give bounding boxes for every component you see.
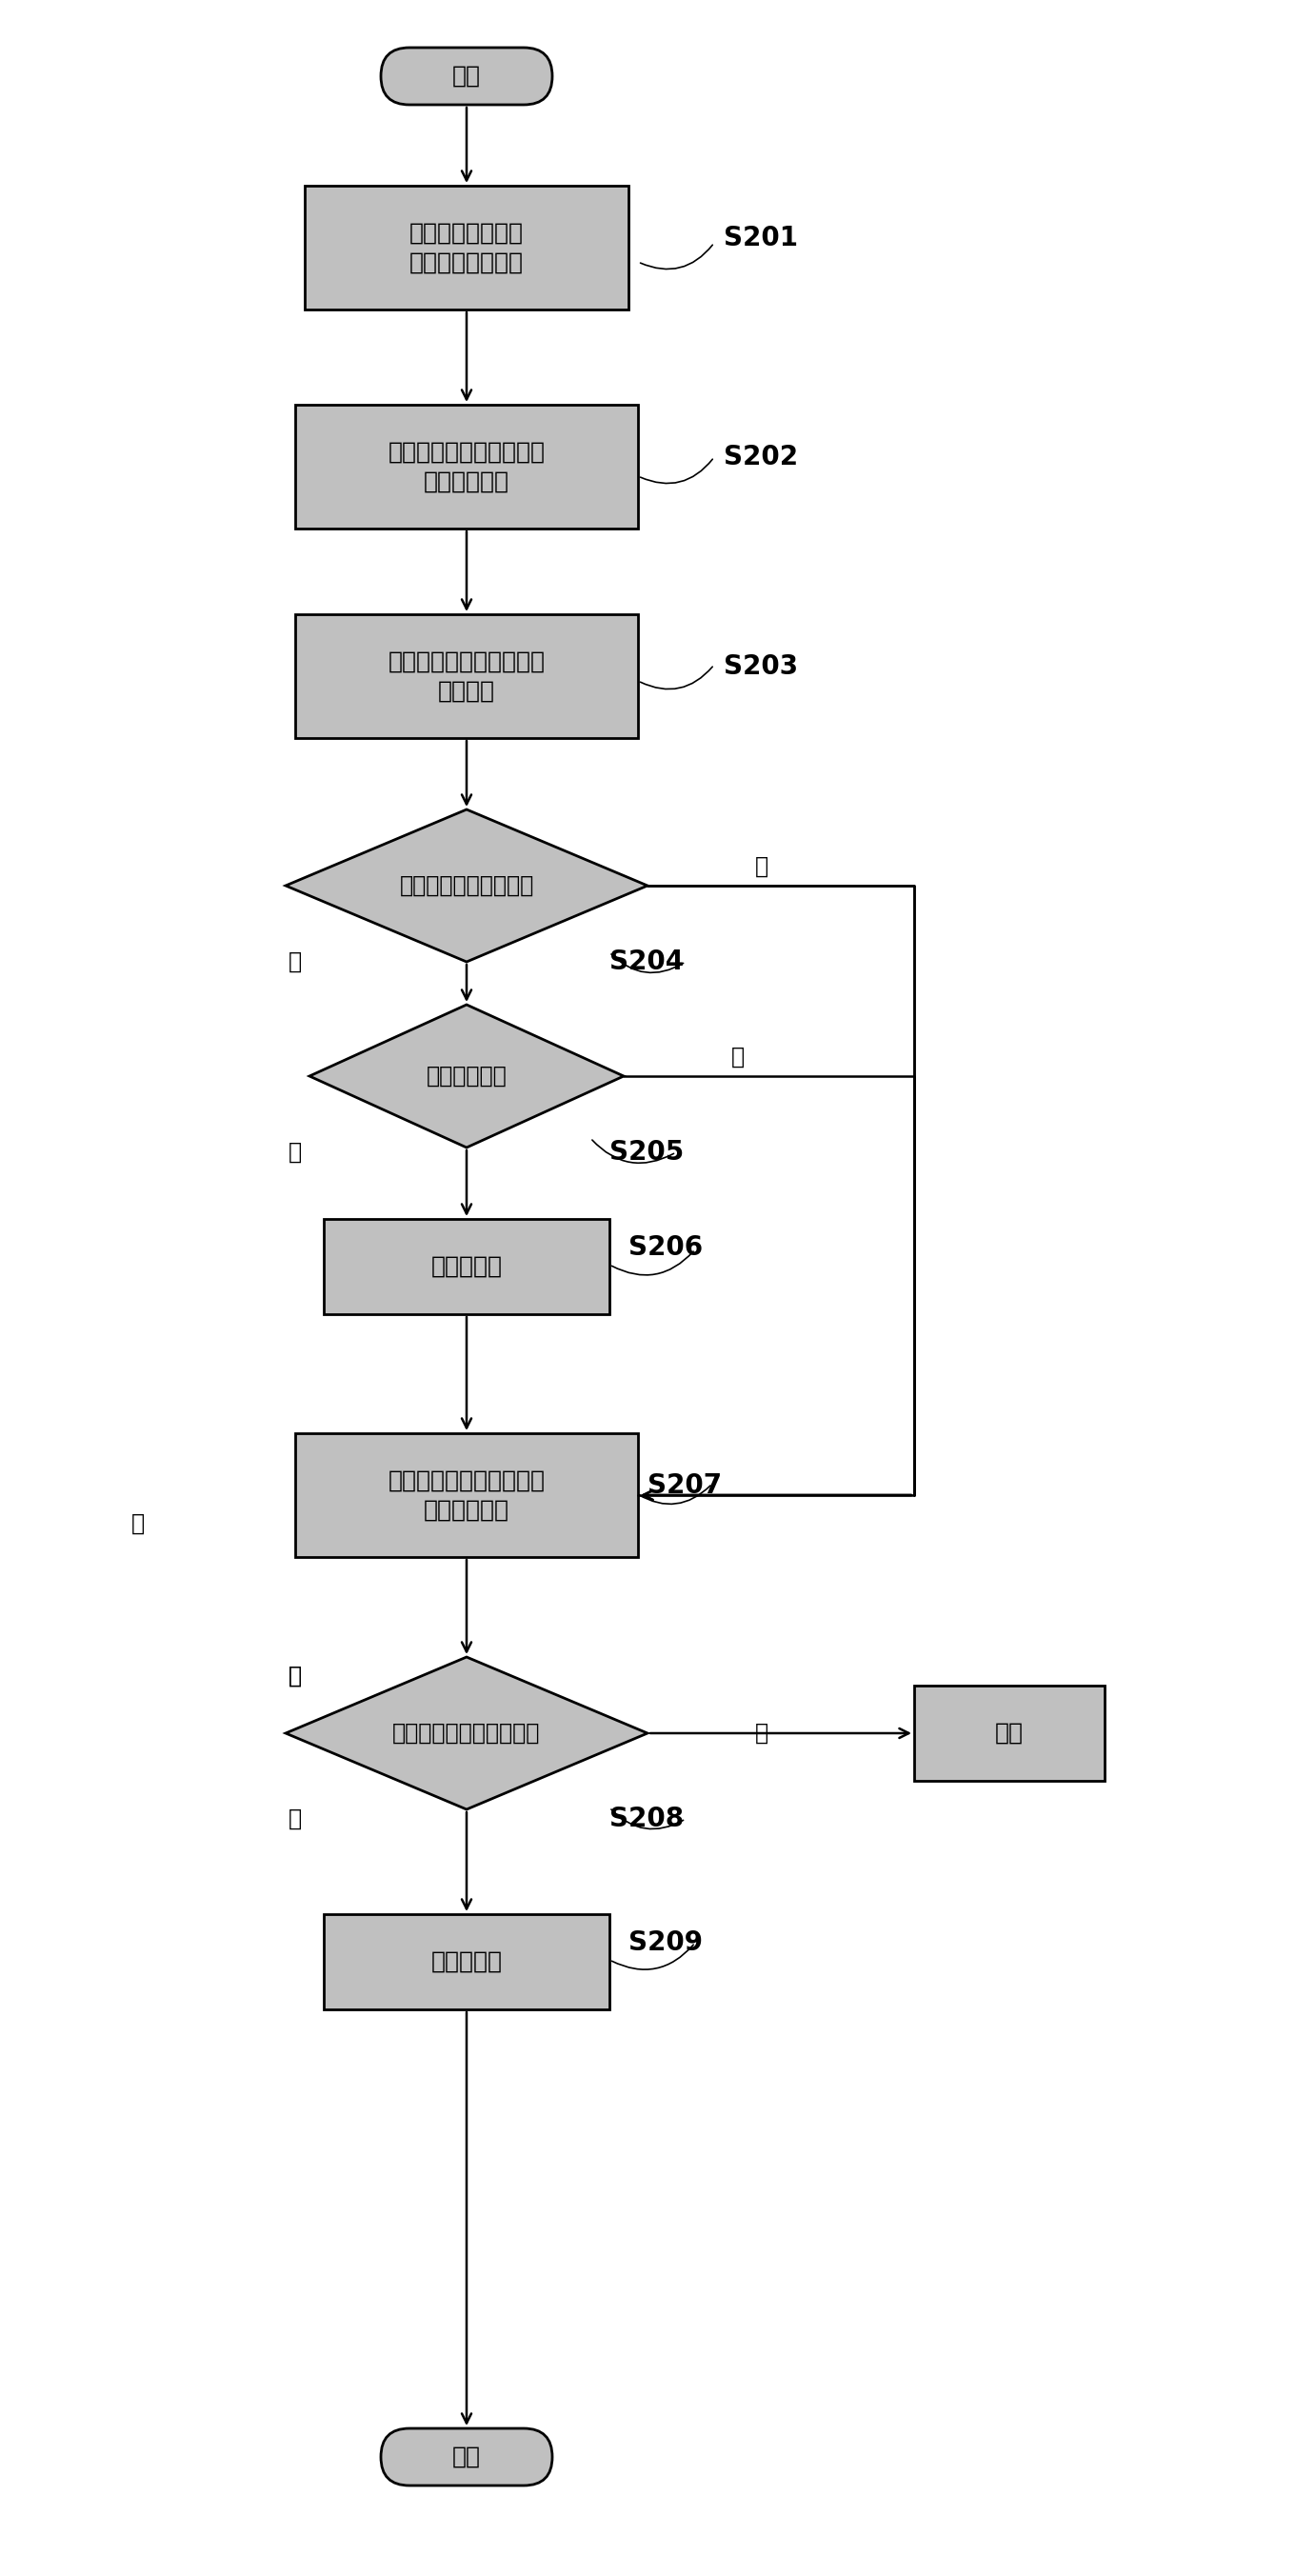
FancyBboxPatch shape: [323, 1914, 609, 2009]
Text: 源节点标识字段与本节点
标识字段重复: 源节点标识字段与本节点 标识字段重复: [388, 1468, 546, 1522]
FancyBboxPatch shape: [381, 46, 552, 106]
Text: 每个节点将数据包转发给
其他邻居节点: 每个节点将数据包转发给 其他邻居节点: [388, 440, 546, 492]
Text: 大: 大: [288, 1808, 302, 1832]
Text: 比较数据包中评价函数値: 比较数据包中评价函数値: [393, 1721, 540, 1744]
FancyBboxPatch shape: [323, 1218, 609, 1314]
Text: 是: 是: [288, 1664, 302, 1687]
Text: S202: S202: [723, 443, 798, 471]
Text: 否: 否: [755, 855, 768, 878]
Text: 放弃: 放弃: [995, 1721, 1023, 1744]
Text: S207: S207: [647, 1473, 722, 1499]
Text: 是: 是: [288, 951, 302, 974]
Text: 更新数据包: 更新数据包: [431, 1255, 502, 1278]
Polygon shape: [285, 1656, 647, 1808]
FancyBboxPatch shape: [295, 613, 638, 739]
Text: 大: 大: [288, 1141, 302, 1164]
Text: S201: S201: [723, 224, 798, 252]
Text: 结束: 结束: [452, 2445, 481, 2468]
Text: 否: 否: [132, 1512, 145, 1535]
Text: 每个节点读取新数据包源
节点信息: 每个节点读取新数据包源 节点信息: [388, 649, 546, 703]
Text: S208: S208: [609, 1806, 684, 1832]
Text: S206: S206: [629, 1234, 702, 1260]
FancyBboxPatch shape: [381, 2429, 552, 2486]
Polygon shape: [309, 1005, 623, 1146]
Text: 是否存在吸合数据条目: 是否存在吸合数据条目: [400, 873, 534, 896]
Text: S205: S205: [609, 1139, 684, 1164]
Text: S203: S203: [723, 654, 798, 680]
Text: 是: 是: [288, 1664, 302, 1687]
Text: 开始: 开始: [452, 64, 481, 88]
Text: 保存数据包: 保存数据包: [431, 1950, 502, 1973]
Text: S209: S209: [629, 1929, 702, 1955]
FancyBboxPatch shape: [305, 185, 629, 309]
Text: 小: 小: [731, 1046, 744, 1069]
Text: 每个节点生成特定
数据包，并初始化: 每个节点生成特定 数据包，并初始化: [409, 222, 523, 273]
FancyBboxPatch shape: [295, 1432, 638, 1556]
Text: 判断评价函数: 判断评价函数: [426, 1064, 506, 1087]
Polygon shape: [285, 809, 647, 961]
Text: S204: S204: [609, 948, 684, 976]
FancyBboxPatch shape: [295, 404, 638, 528]
Text: 小: 小: [755, 1721, 768, 1744]
FancyBboxPatch shape: [914, 1685, 1105, 1780]
